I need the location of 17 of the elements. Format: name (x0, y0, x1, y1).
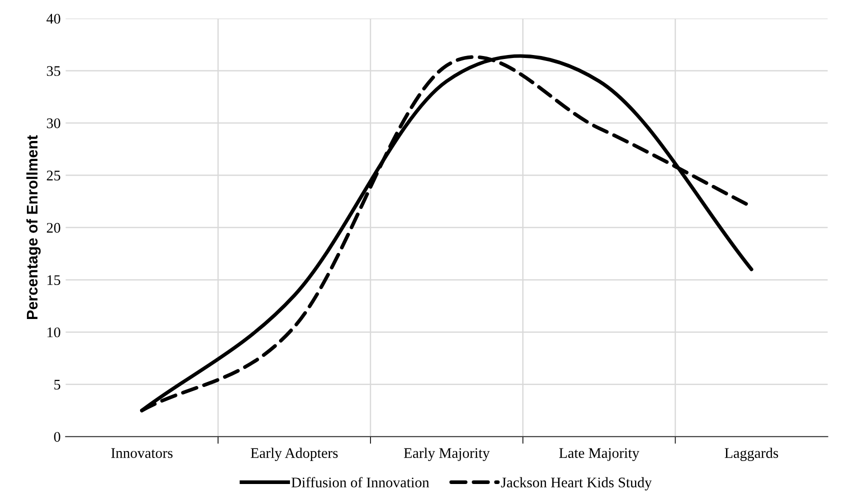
y-tick-label: 35 (46, 66, 60, 76)
legend-label: Diffusion of Innovation (291, 476, 430, 488)
x-tick-label: Late Majority (559, 448, 640, 461)
y-tick-label: 20 (46, 222, 60, 233)
y-tick-label: 40 (46, 14, 60, 24)
y-tick-label: 25 (46, 170, 60, 180)
y-tick-label: 15 (48, 275, 60, 286)
y-tick-label: 0 (54, 432, 60, 442)
x-tick-label: Early Adopters (250, 448, 338, 461)
y-tick-label: 30 (46, 118, 60, 128)
x-tick-label: Laggards (724, 448, 778, 461)
legend-label: Jackson Heart Kids Study (501, 477, 652, 490)
y-tick-label: 10 (48, 327, 60, 338)
y-axis-title: Percentage of Enrollment (26, 135, 41, 320)
y-tick-label: 5 (54, 380, 60, 390)
x-tick-label: Early Majority (404, 448, 490, 461)
x-tick-label: Innovators (111, 448, 173, 458)
